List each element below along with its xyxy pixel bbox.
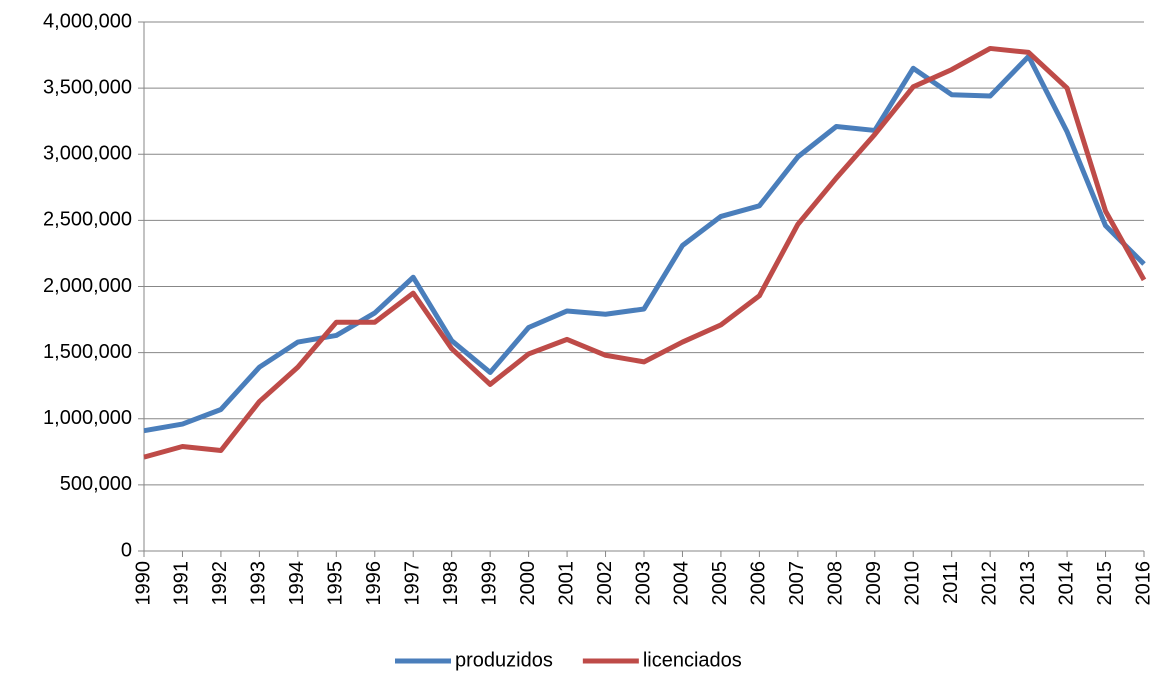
x-tick-label: 1995	[325, 561, 347, 606]
x-tick-label: 1991	[171, 561, 193, 606]
x-tick-label: 2010	[902, 561, 924, 606]
y-tick-label: 2,500,000	[43, 209, 132, 231]
x-tick-label: 2008	[825, 561, 847, 606]
x-tick-label: 2013	[1017, 561, 1039, 606]
data-line	[143, 53, 1146, 434]
y-tick-label: 1,000,000	[43, 407, 132, 429]
x-tick-label: 2011	[940, 561, 962, 604]
x-tick-label: 2007	[786, 561, 808, 606]
x-tick-label: 1999	[478, 561, 500, 606]
y-tick-label: 4,000,000	[43, 10, 132, 32]
x-tick-label: 2012	[978, 561, 1000, 606]
x-tick-label: 1993	[248, 561, 270, 606]
x-tick-label: 1996	[363, 561, 385, 606]
data-line	[143, 45, 1147, 460]
x-tick-label: 1990	[132, 561, 154, 606]
x-tick-label: 2009	[863, 561, 885, 606]
x-tick-label: 1997	[402, 561, 424, 606]
legend-label: produzidos	[455, 649, 553, 671]
y-tick-label: 3,000,000	[43, 143, 132, 165]
y-tick-label: 500,000	[60, 473, 132, 495]
x-tick-label: 2005	[709, 561, 731, 606]
x-tick-label: 2015	[1094, 561, 1116, 606]
x-tick-label: 2004	[671, 561, 693, 606]
y-tick-label: 1,500,000	[43, 341, 132, 363]
x-tick-label: 1992	[209, 561, 231, 606]
x-tick-label: 2003	[632, 561, 654, 606]
y-tick-label: 2,000,000	[43, 275, 132, 297]
x-tick-label: 2006	[748, 561, 770, 606]
x-tick-label: 1994	[286, 561, 308, 606]
x-tick-label: 2016	[1132, 561, 1154, 606]
x-tick-label: 2000	[517, 561, 539, 606]
y-tick-label: 3,500,000	[43, 76, 132, 98]
x-tick-label: 2014	[1055, 561, 1077, 606]
x-tick-label: 1998	[440, 561, 462, 606]
y-tick-label: 0	[121, 539, 132, 561]
x-tick-label: 2001	[555, 561, 577, 606]
legend-label: licenciados	[643, 649, 742, 671]
x-tick-label: 2002	[594, 561, 616, 606]
